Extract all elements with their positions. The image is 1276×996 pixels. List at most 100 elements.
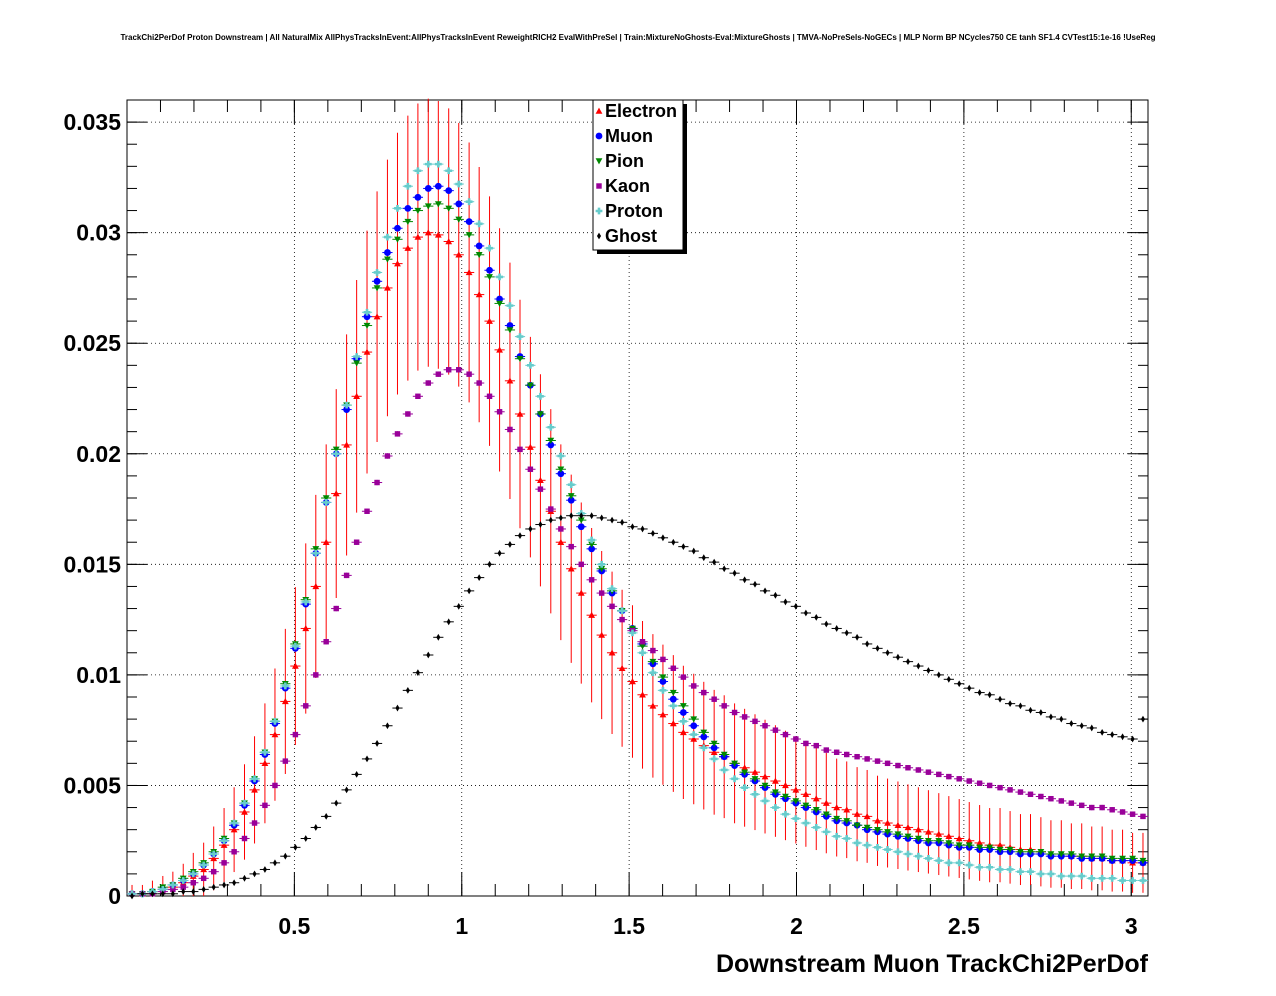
data-point	[1078, 872, 1086, 880]
data-point	[230, 819, 238, 827]
data-point	[589, 512, 594, 520]
data-point	[660, 534, 665, 542]
data-point	[904, 824, 912, 831]
x-tick-label: 3	[1125, 913, 1138, 939]
data-point	[833, 815, 841, 823]
data-point	[293, 843, 298, 851]
data-point	[404, 218, 412, 226]
data-point	[885, 649, 890, 657]
data-point	[649, 669, 657, 677]
data-point	[251, 786, 258, 793]
data-point	[680, 674, 687, 680]
data-point	[843, 818, 851, 825]
data-point	[772, 727, 779, 733]
data-point	[262, 802, 268, 809]
data-point	[414, 233, 422, 240]
legend-label: Proton	[605, 201, 663, 221]
data-point	[1078, 802, 1085, 809]
data-point	[588, 545, 596, 553]
data-point	[180, 884, 186, 890]
data-point	[496, 295, 503, 303]
data-point	[945, 832, 953, 840]
data-point	[200, 861, 208, 869]
data-point	[434, 182, 442, 190]
data-point	[925, 828, 932, 835]
data-point	[1069, 720, 1074, 727]
data-point	[252, 870, 257, 878]
data-point	[343, 441, 350, 448]
data-point	[353, 353, 361, 360]
legend-label: Kaon	[605, 176, 650, 196]
data-point	[864, 756, 870, 762]
data-point	[384, 233, 391, 241]
y-tick-label: 0.025	[63, 330, 121, 356]
data-point	[976, 839, 984, 846]
data-point	[424, 160, 432, 168]
data-point	[997, 695, 1003, 703]
data-point	[291, 662, 299, 669]
data-point	[302, 625, 310, 632]
data-point	[363, 348, 371, 355]
data-point	[475, 220, 483, 228]
data-point	[324, 813, 329, 820]
data-point	[863, 841, 871, 849]
data-point	[701, 689, 707, 696]
data-point	[659, 678, 667, 685]
data-point	[577, 523, 585, 531]
data-point	[363, 308, 371, 316]
data-point	[720, 751, 728, 758]
data-point	[373, 277, 381, 285]
data-point	[925, 838, 932, 845]
data-point	[169, 881, 177, 889]
data-point	[814, 614, 819, 621]
data-point	[170, 890, 175, 898]
data-point	[231, 849, 237, 855]
data-point	[232, 879, 237, 887]
data-point	[537, 486, 544, 492]
data-point	[384, 256, 391, 263]
data-point	[364, 755, 370, 763]
data-point	[986, 863, 994, 871]
legend-marker	[595, 132, 603, 140]
x-tick-label: 1.5	[613, 913, 645, 939]
data-point	[660, 656, 666, 663]
data-point	[710, 740, 718, 747]
data-point	[598, 560, 606, 568]
data-point	[639, 649, 646, 657]
data-point	[548, 516, 553, 524]
data-point	[751, 776, 759, 783]
data-point	[823, 747, 830, 753]
data-point	[1037, 849, 1045, 856]
data-point	[824, 620, 829, 628]
data-point	[516, 410, 524, 417]
data-point	[598, 566, 606, 573]
y-tick-label: 0.01	[76, 662, 121, 688]
data-point	[200, 866, 208, 873]
y-tick-label: 0.005	[63, 772, 121, 798]
data-point	[1119, 877, 1126, 884]
data-point	[802, 802, 810, 809]
data-point	[965, 837, 973, 844]
data-point	[710, 748, 718, 755]
data-point	[312, 546, 320, 553]
data-point	[569, 512, 574, 520]
data-point	[189, 870, 197, 878]
data-point	[608, 649, 616, 656]
legend-label: Electron	[605, 101, 677, 121]
data-point	[1058, 798, 1065, 804]
data-point	[506, 327, 514, 334]
data-point	[619, 616, 625, 623]
data-point	[1027, 791, 1034, 798]
data-point	[965, 842, 973, 849]
data-point	[486, 266, 493, 274]
data-point	[394, 431, 401, 437]
data-point	[405, 686, 410, 694]
data-point	[822, 799, 830, 806]
data-point	[792, 798, 800, 805]
data-point	[588, 541, 596, 548]
data-point	[465, 232, 473, 239]
data-point	[986, 844, 994, 851]
y-tick-label: 0.02	[76, 441, 121, 467]
data-point	[996, 846, 1004, 853]
data-point	[1098, 874, 1106, 882]
